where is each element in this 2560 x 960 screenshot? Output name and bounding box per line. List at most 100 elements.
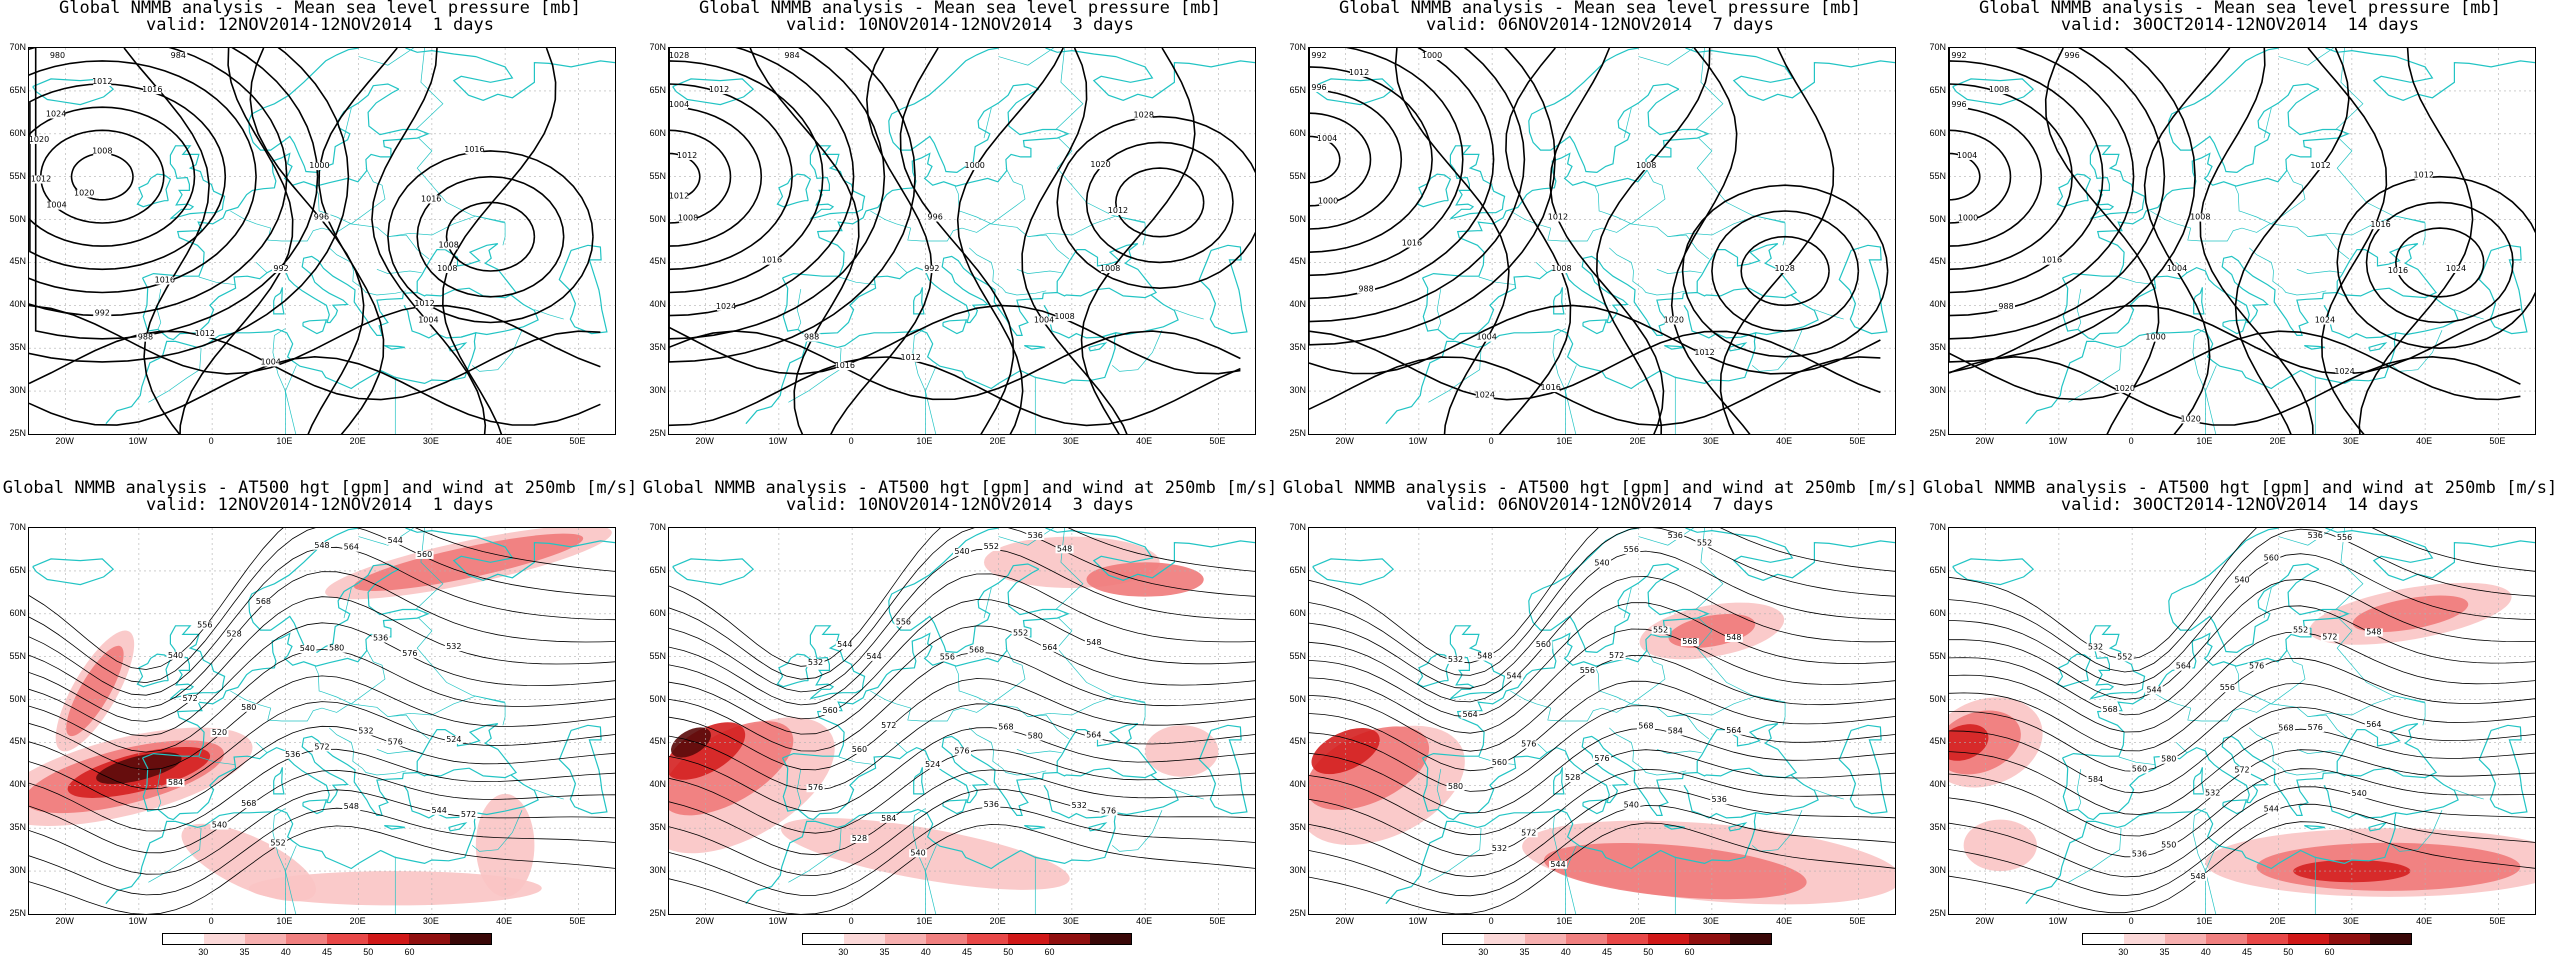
lon-tick-label: 10W: [1408, 916, 1428, 926]
contour-label: 556: [940, 653, 955, 662]
contour-label: 548: [2190, 872, 2205, 881]
contour-label: 576: [954, 746, 969, 755]
contour-label: 1008: [1989, 85, 2009, 94]
border-line: [1174, 789, 1204, 800]
border-line: [2205, 365, 2217, 434]
coastline: [2325, 528, 2535, 581]
border-line: [2296, 268, 2342, 274]
label-bg: [166, 778, 185, 787]
label-bg: [2063, 52, 2082, 60]
contour-label: 584: [881, 814, 896, 823]
contour-label: 1024: [2334, 367, 2354, 376]
wind-speed-area: [1145, 725, 1219, 777]
label-bg: [75, 189, 94, 198]
contour-line: [29, 106, 196, 247]
contour-line: [1309, 112, 1372, 207]
contour-label: 552: [2117, 652, 2132, 661]
border-line: [1656, 268, 1702, 274]
lat-tick-label: 50N: [1289, 213, 1306, 224]
border-line: [534, 789, 564, 800]
lat-tick-label: 35N: [1929, 822, 1946, 833]
contour-label: 1012: [669, 192, 689, 201]
lon-tick-label: 50E: [569, 916, 586, 926]
contour-labels: 1004 1000 996 1008 1016 988 992 996 1000 1004 1008…: [1950, 51, 2466, 424]
coastline: [1198, 244, 1248, 335]
lat-tick-label: 25N: [9, 908, 26, 918]
coastline: [1664, 345, 1685, 350]
label-bg: [909, 849, 928, 858]
contour-line: [1309, 768, 1895, 857]
lat-tick-label: 50N: [649, 693, 666, 704]
colorbar-labels: 30 35 40 45 50 60: [1442, 945, 1772, 957]
contour-label: 540: [1624, 800, 1639, 809]
contour-label: 560: [823, 706, 838, 715]
label-bg: [679, 214, 698, 223]
label-bg: [1680, 638, 1699, 647]
lon-tick-label: 10E: [276, 436, 293, 446]
border-line: [1055, 528, 1084, 610]
border-line: [156, 288, 162, 330]
label-bg: [2291, 626, 2310, 635]
contour-label: 1012: [2310, 161, 2330, 170]
contour-line: [749, 48, 860, 434]
colorbar-label: 45: [321, 947, 332, 957]
label-bg: [1519, 829, 1538, 838]
contour-line: [29, 701, 615, 790]
label-bg: [93, 147, 112, 156]
label-bg: [710, 86, 729, 95]
label-bg: [1990, 86, 2009, 95]
contour-line: [29, 622, 615, 737]
coastline: [416, 243, 518, 299]
border-line: [983, 587, 992, 619]
lon-tick-label: 10E: [2196, 916, 2213, 926]
lat-tick-label: 55N: [1929, 170, 1946, 181]
contour-label: 544: [388, 536, 403, 545]
border-line: [1609, 727, 1687, 776]
lat-tick-label: 30N: [9, 865, 26, 876]
label-bg: [195, 621, 214, 630]
label-bg: [953, 747, 971, 756]
contour-label: 532: [358, 726, 373, 735]
lat-tick-label: 60N: [1289, 127, 1306, 138]
contour-label: 524: [925, 760, 940, 769]
contour-label: 1000: [1422, 51, 1442, 60]
contour-label: 576: [1521, 739, 1536, 748]
border-line: [314, 185, 352, 225]
label-bg: [865, 652, 884, 661]
label-bg: [444, 735, 463, 744]
coastlines: [32, 528, 615, 914]
lon-tick-label: 30E: [1702, 916, 1719, 926]
contour-label: 576: [402, 649, 417, 658]
label-bg: [32, 175, 51, 184]
lon-tick-label: 50E: [569, 436, 586, 446]
contour-line: [1949, 578, 2535, 700]
contour-label: 1020: [74, 188, 94, 197]
coastlines: [1312, 528, 1895, 914]
contour-line: [1056, 115, 1255, 290]
lat-tick-label: 50N: [1929, 213, 1946, 224]
valid-text: valid: 06NOV2014-12NOV2014 7 days: [1426, 495, 1774, 515]
contour-label: 568: [998, 723, 1013, 732]
contour-label: 568: [1638, 721, 1653, 730]
contour-line: [669, 83, 793, 271]
lat-tick-label: 35N: [1289, 822, 1306, 833]
border-line: [2454, 309, 2484, 320]
border-line: [198, 756, 236, 766]
label-bg: [1011, 629, 1030, 638]
contour-label: 1020: [1664, 315, 1684, 324]
contour-line: [1309, 680, 1895, 772]
contour-label: 550: [2161, 840, 2176, 849]
contour-label: 536: [1668, 531, 1683, 540]
lat-tick-label: 35N: [1289, 342, 1306, 353]
colorbar-swatch: [2370, 934, 2411, 944]
contour-line: [1595, 48, 1711, 434]
label-bg: [783, 52, 802, 60]
coastline: [1385, 304, 1757, 425]
contour-label: 544: [866, 652, 881, 661]
border-line: [2278, 48, 2334, 66]
label-bg: [1357, 285, 1376, 294]
colorbar-label: 60: [404, 947, 415, 957]
contour-label: 564: [344, 543, 359, 552]
lat-tick-label: 70N: [1289, 42, 1306, 52]
lat-tick-label: 45N: [1929, 256, 1946, 267]
